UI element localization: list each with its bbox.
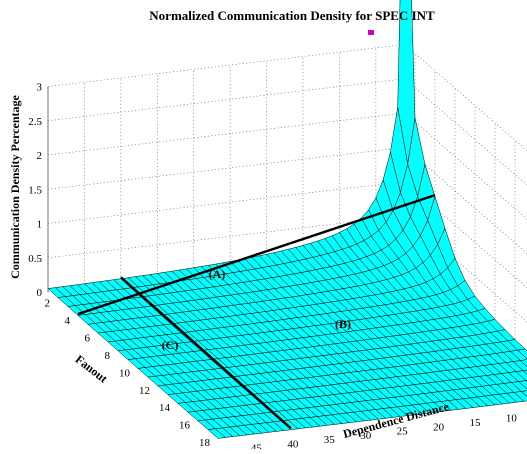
z-axis-label: Communication Density Percentage [8,94,22,278]
region-label-c: (C) [162,338,179,352]
z-tick-label: 0 [37,287,43,299]
gridline-side-z [404,44,527,152]
gridline-side-z [404,181,527,289]
region-label-b: (B) [335,317,351,331]
z-tick-label: 2 [37,150,43,162]
gridline-side-z [404,112,527,220]
gridline-back-z [47,44,406,87]
surface-layer [47,0,527,439]
x-tick-label: 15 [470,417,482,429]
boundary-layer [77,194,436,430]
region-label-a: (A) [209,267,226,281]
y-tick-label: 10 [119,367,131,379]
surface-patch [207,428,226,439]
gridline-side-z [404,215,527,323]
gridline-side-z [404,78,527,186]
y-tick-label: 2 [45,298,51,310]
y-tick-label: 16 [179,420,191,432]
gridline-back-z [47,181,406,224]
gridline-back-z [47,112,406,156]
z-tick-label: 3 [37,82,43,94]
gridline-back-z [47,215,406,259]
y-tick-label: 18 [199,437,211,449]
gridline-side-z [404,147,527,254]
peak-top-highlight [368,30,374,35]
x-tick-label: 25 [397,426,409,438]
y-tick-label: 6 [85,333,91,345]
chart-title: Normalized Communication Density for SPE… [149,8,435,23]
z-tick-label: 1 [37,219,43,231]
x-tick-label: 35 [324,434,336,446]
y-tick-label: 14 [159,402,171,414]
x-tick-label: 45 [251,443,263,449]
x-tick-label: 20 [433,421,445,433]
x-tick-label: 30 [360,430,372,442]
z-tick-label: 1.5 [28,184,42,196]
x-tick-label: 10 [506,413,518,425]
z-tick-label: 0.5 [28,253,42,265]
y-tick-label: 8 [105,350,111,362]
grid-layer [47,44,527,357]
x-tick-label: 40 [287,438,299,449]
y-tick-label: 12 [139,385,150,397]
z-tick-label: 2.5 [28,116,42,128]
gridline-back-z [47,146,406,190]
boundary-line-1 [120,276,292,430]
boundary-line-2 [77,194,436,316]
y-tick-label: 4 [65,315,71,327]
gridline-back-z [47,78,406,122]
axis-layer: 00.511.522.53246810121416185101520253035… [28,82,518,454]
